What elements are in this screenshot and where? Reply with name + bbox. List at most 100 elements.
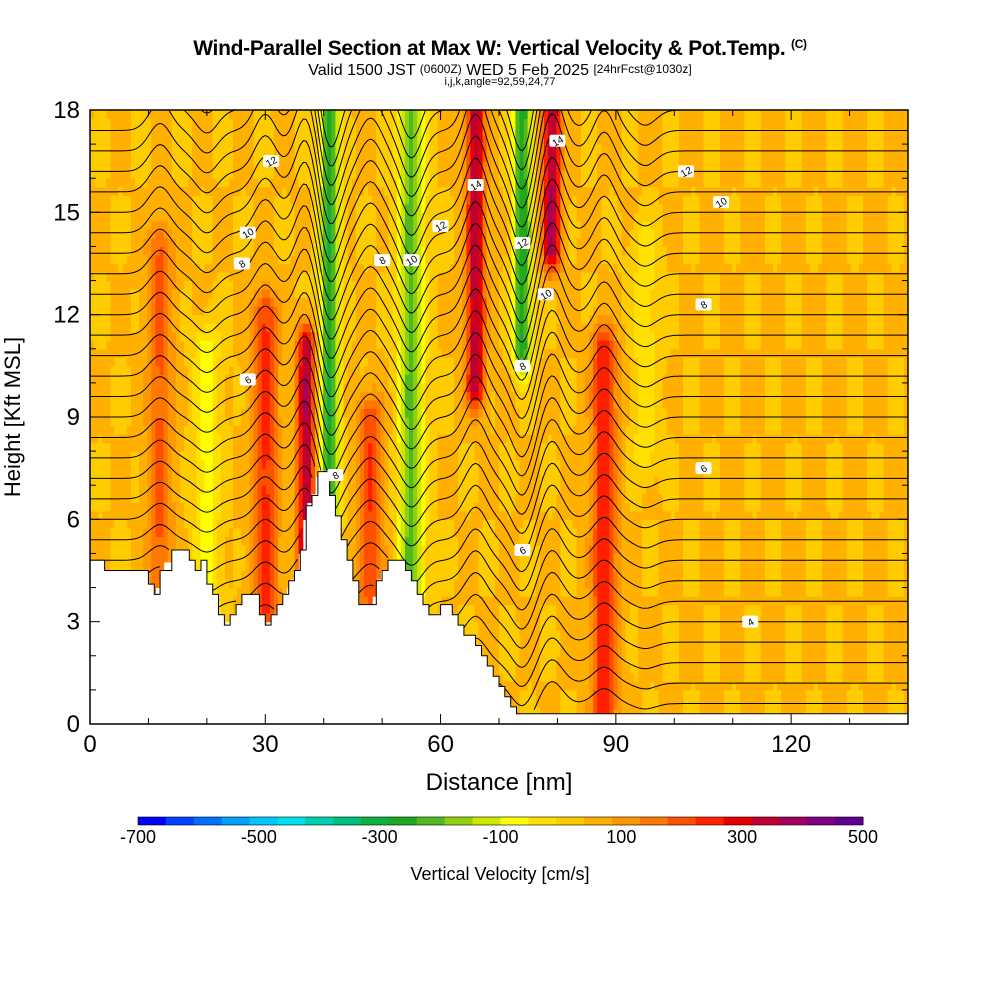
w-cell bbox=[249, 135, 255, 145]
w-cell bbox=[225, 161, 230, 171]
w-cell bbox=[102, 314, 107, 324]
w-cell bbox=[220, 314, 226, 324]
w-cell bbox=[278, 306, 283, 316]
w-cell bbox=[175, 331, 181, 341]
w-cell bbox=[282, 255, 287, 265]
w-cell bbox=[196, 434, 201, 444]
w-cell bbox=[392, 519, 398, 529]
w-cell bbox=[130, 263, 136, 273]
w-cell bbox=[220, 169, 226, 179]
w-cell bbox=[392, 425, 398, 435]
w-cell bbox=[404, 527, 410, 537]
w-cell bbox=[343, 348, 349, 358]
w-cell bbox=[102, 502, 107, 512]
w-cell bbox=[372, 408, 377, 418]
w-cell bbox=[249, 527, 255, 537]
w-cell bbox=[396, 502, 402, 512]
w-cell bbox=[118, 203, 124, 213]
w-cell bbox=[372, 382, 377, 392]
w-cell bbox=[404, 272, 410, 282]
w-cell bbox=[233, 237, 238, 247]
w-cell bbox=[147, 289, 152, 299]
w-cell bbox=[245, 399, 251, 409]
w-cell bbox=[404, 468, 410, 478]
w-cell bbox=[315, 118, 320, 128]
w-cell bbox=[302, 203, 308, 213]
w-cell bbox=[372, 442, 377, 452]
w-cell bbox=[233, 161, 238, 171]
w-cell bbox=[220, 237, 226, 247]
w-cell bbox=[122, 280, 128, 290]
w-cell bbox=[372, 178, 377, 188]
w-cell bbox=[212, 314, 218, 324]
w-cell bbox=[392, 127, 398, 137]
w-cell bbox=[286, 246, 291, 256]
w-cell bbox=[192, 195, 197, 205]
w-cell bbox=[364, 178, 369, 188]
w-cell bbox=[241, 220, 246, 230]
w-cell bbox=[298, 519, 304, 529]
w-cell bbox=[368, 425, 373, 435]
w-cell bbox=[282, 536, 287, 546]
w-cell bbox=[245, 118, 251, 128]
w-cell bbox=[188, 246, 193, 256]
w-cell bbox=[355, 562, 361, 572]
w-cell bbox=[417, 229, 422, 239]
w-cell bbox=[147, 451, 152, 461]
w-cell bbox=[237, 579, 242, 589]
w-cell bbox=[290, 314, 296, 324]
w-cell bbox=[270, 118, 275, 128]
w-cell bbox=[241, 442, 246, 452]
w-cell bbox=[458, 553, 463, 563]
w-cell bbox=[114, 562, 120, 572]
w-cell bbox=[359, 161, 365, 171]
w-cell bbox=[94, 382, 99, 392]
w-cell bbox=[421, 382, 426, 392]
w-cell bbox=[445, 485, 451, 495]
w-cell bbox=[192, 110, 197, 120]
w-cell bbox=[167, 374, 173, 384]
w-cell bbox=[351, 178, 357, 188]
w-cell bbox=[298, 527, 304, 537]
w-cell bbox=[417, 186, 422, 196]
w-cell bbox=[90, 527, 95, 537]
w-cell bbox=[90, 391, 95, 401]
w-cell bbox=[192, 536, 197, 546]
w-cell bbox=[376, 246, 381, 256]
w-cell bbox=[143, 519, 148, 529]
w-cell bbox=[159, 229, 165, 239]
w-cell bbox=[220, 391, 226, 401]
w-cell bbox=[188, 536, 193, 546]
w-cell bbox=[261, 459, 267, 469]
w-cell bbox=[368, 459, 373, 469]
w-cell bbox=[135, 331, 140, 341]
w-cell bbox=[196, 357, 201, 367]
w-cell bbox=[384, 314, 390, 324]
w-cell bbox=[130, 289, 136, 299]
w-cell bbox=[355, 331, 361, 341]
w-cell bbox=[135, 118, 140, 128]
w-cell bbox=[421, 306, 426, 316]
w-cell bbox=[425, 544, 431, 554]
w-cell bbox=[286, 562, 291, 572]
w-cell bbox=[404, 417, 410, 427]
w-cell bbox=[118, 399, 124, 409]
w-cell bbox=[102, 297, 107, 307]
w-cell bbox=[380, 135, 386, 145]
w-cell bbox=[319, 203, 324, 213]
w-cell bbox=[335, 110, 341, 120]
w-cell bbox=[449, 451, 455, 461]
w-cell bbox=[417, 544, 422, 554]
w-cell bbox=[359, 348, 365, 358]
w-cell bbox=[400, 510, 406, 520]
w-cell bbox=[270, 280, 275, 290]
w-cell bbox=[445, 289, 451, 299]
w-cell bbox=[364, 468, 369, 478]
w-cell bbox=[335, 186, 341, 196]
w-cell bbox=[139, 536, 144, 546]
w-cell bbox=[188, 272, 193, 282]
w-cell bbox=[122, 135, 128, 145]
w-cell bbox=[98, 255, 103, 265]
w-cell bbox=[364, 357, 369, 367]
w-cell bbox=[421, 544, 426, 554]
